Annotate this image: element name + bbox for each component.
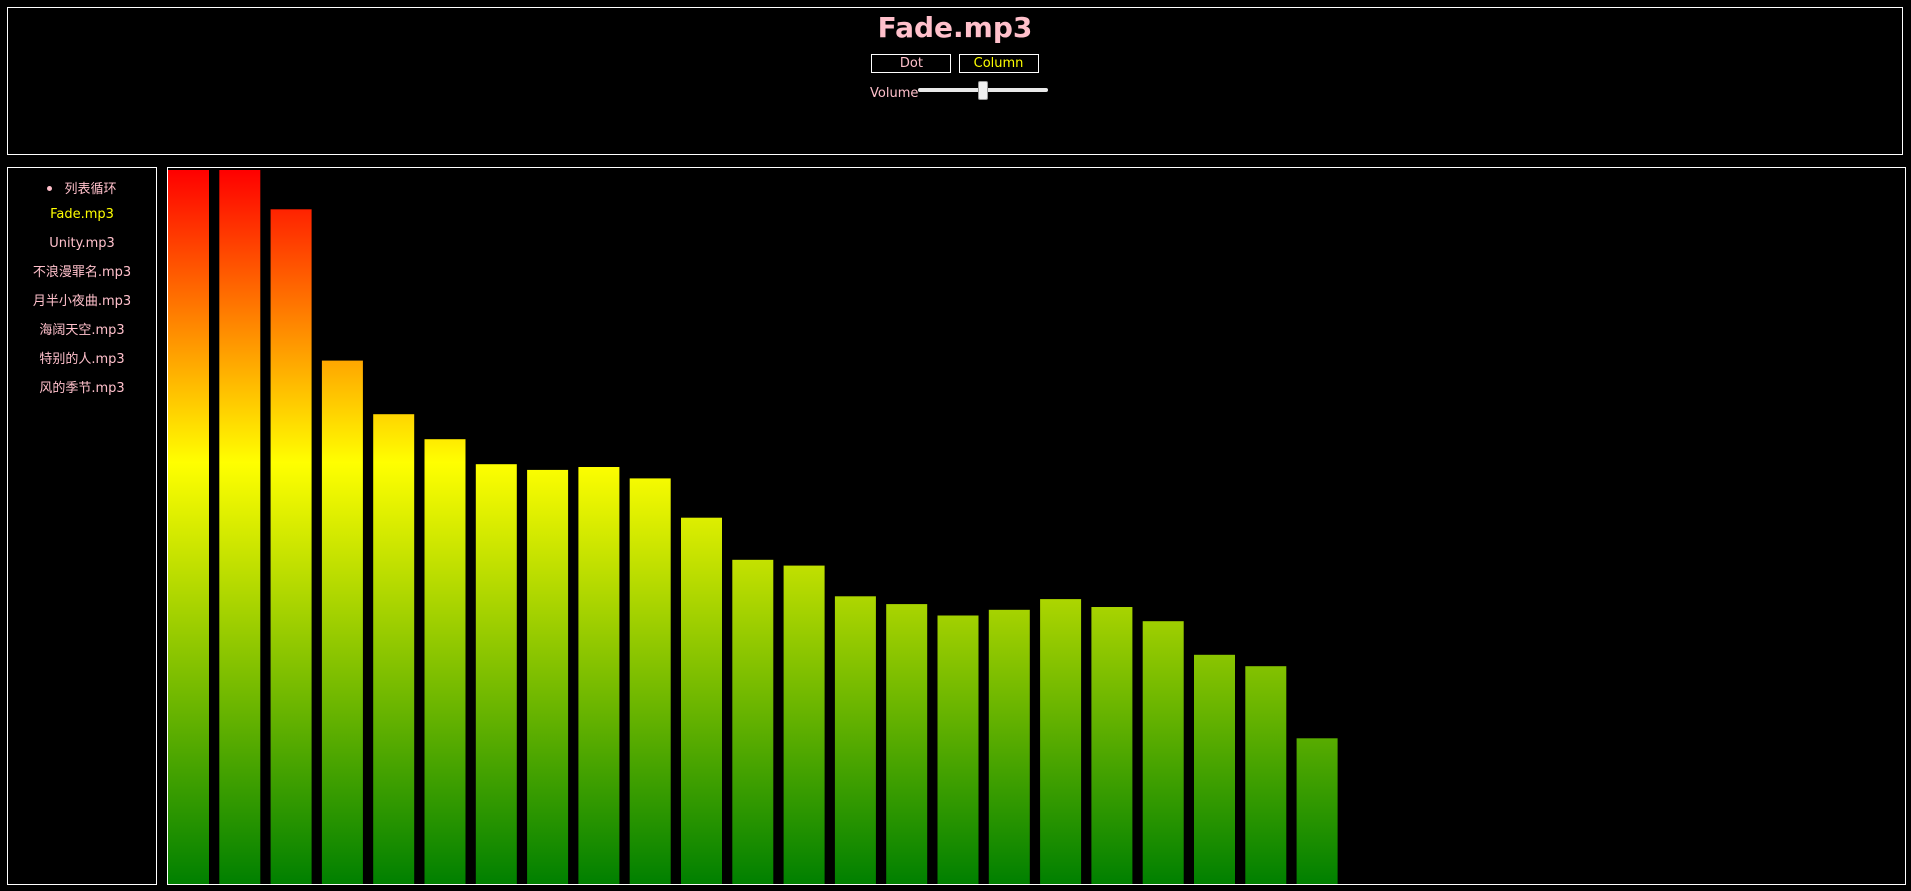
spectrum-bar bbox=[1245, 666, 1287, 884]
play-mode-item[interactable]: 列表循环 bbox=[8, 180, 156, 200]
volume-slider-thumb[interactable] bbox=[978, 81, 988, 100]
spectrum-bar bbox=[937, 615, 979, 884]
spectrum-bar bbox=[270, 209, 312, 884]
track-item[interactable]: 特别的人.mp3 bbox=[39, 352, 125, 367]
spectrum-visualizer bbox=[167, 167, 1906, 885]
track-list: Fade.mp3 Unity.mp3 不浪漫罪名.mp3 月半小夜曲.mp3 海… bbox=[8, 206, 156, 409]
track-item[interactable]: 不浪漫罪名.mp3 bbox=[32, 265, 132, 280]
spectrum-bar bbox=[629, 478, 671, 884]
track-item[interactable]: Fade.mp3 bbox=[50, 207, 114, 222]
dot-mode-button[interactable]: Dot bbox=[871, 54, 952, 73]
spectrum-bar bbox=[373, 414, 415, 884]
spectrum-chart bbox=[168, 170, 1338, 884]
track-item[interactable]: 风的季节.mp3 bbox=[39, 381, 125, 396]
spectrum-bar bbox=[681, 517, 722, 884]
spectrum-bar bbox=[578, 467, 620, 884]
spectrum-bar bbox=[1091, 607, 1133, 884]
spectrum-bar bbox=[988, 609, 1030, 884]
volume-label: Volume bbox=[870, 86, 919, 101]
spectrum-bar bbox=[168, 170, 209, 884]
bullet-icon bbox=[47, 186, 53, 191]
spectrum-bar bbox=[527, 469, 569, 884]
playlist-sidebar: 列表循环 Fade.mp3 Unity.mp3 不浪漫罪名.mp3 月半小夜曲.… bbox=[7, 167, 157, 885]
volume-control: Volume bbox=[8, 81, 1902, 103]
player-header: Fade.mp3 Dot Column Volume bbox=[7, 7, 1903, 155]
spectrum-bar bbox=[475, 464, 517, 884]
spectrum-bar bbox=[732, 559, 774, 884]
spectrum-bar bbox=[783, 565, 825, 884]
spectrum-bar bbox=[1194, 654, 1235, 884]
track-item[interactable]: Unity.mp3 bbox=[49, 236, 115, 251]
spectrum-bar bbox=[834, 596, 876, 884]
column-mode-button[interactable]: Column bbox=[958, 54, 1039, 73]
spectrum-bar bbox=[1142, 621, 1184, 884]
spectrum-bar bbox=[886, 604, 928, 884]
now-playing-title: Fade.mp3 bbox=[877, 11, 1033, 44]
track-item[interactable]: 海阔天空.mp3 bbox=[39, 323, 125, 338]
spectrum-bar bbox=[1296, 738, 1338, 884]
volume-slider[interactable] bbox=[918, 81, 1048, 103]
spectrum-bar bbox=[321, 360, 363, 884]
spectrum-bar bbox=[1040, 599, 1082, 884]
track-item[interactable]: 月半小夜曲.mp3 bbox=[32, 294, 132, 309]
play-mode-label: 列表循环 bbox=[64, 182, 117, 197]
spectrum-bar bbox=[424, 439, 466, 884]
spectrum-bar bbox=[219, 170, 261, 884]
display-mode-selector: Dot Column bbox=[8, 52, 1902, 73]
